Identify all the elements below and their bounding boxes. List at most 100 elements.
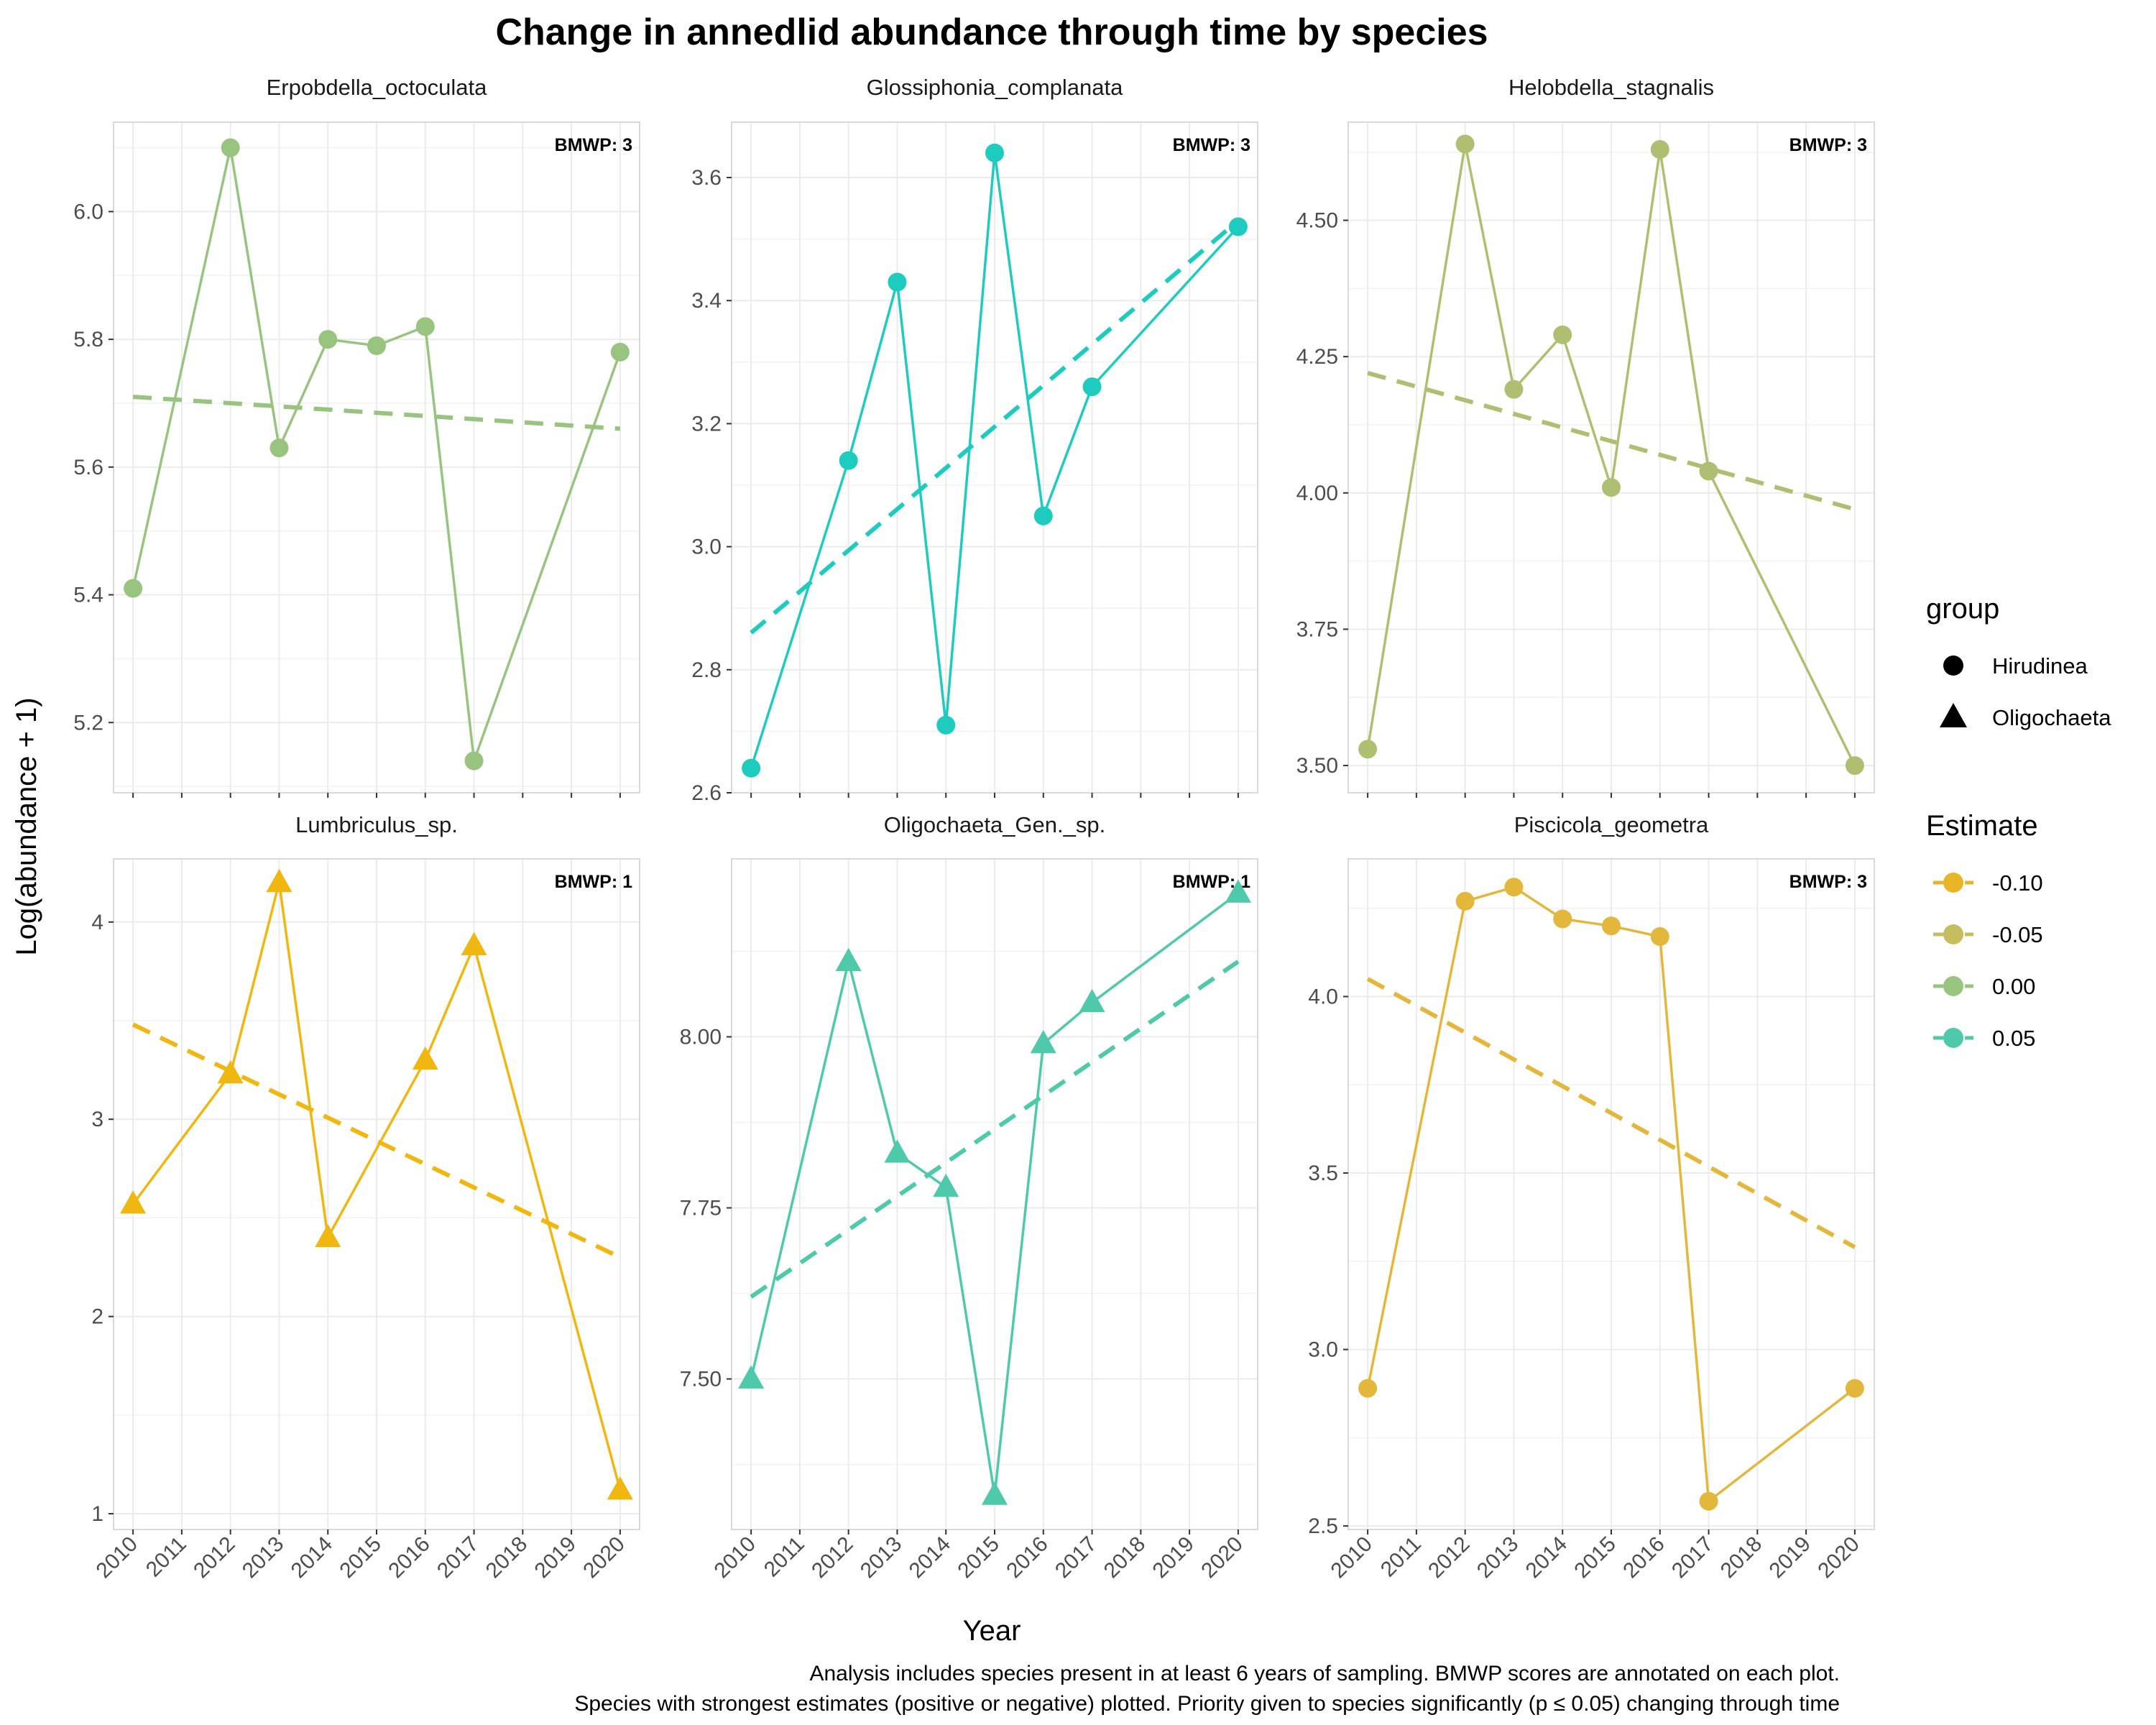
trend-line <box>132 395 621 431</box>
data-point <box>367 336 386 355</box>
x-tick-label: 2012 <box>807 1532 858 1583</box>
data-point <box>1033 506 1053 525</box>
data-point <box>1079 988 1105 1013</box>
x-tick-label: 2012 <box>1424 1532 1475 1583</box>
data-point <box>1358 1379 1378 1398</box>
y-tick-label: 3 <box>91 1108 103 1131</box>
data-point <box>1553 909 1572 929</box>
x-tick-label: 2011 <box>142 1532 191 1582</box>
y-tick-label: 3.0 <box>1308 1338 1338 1362</box>
trend-line <box>750 960 1240 1299</box>
data-point <box>884 1139 911 1163</box>
data-point <box>981 1481 1008 1505</box>
data-point <box>835 947 862 972</box>
data-point <box>1650 927 1669 947</box>
bmwp-annotation: BMWP: 3 <box>555 135 632 155</box>
x-tick-label: 2013 <box>1473 1532 1524 1583</box>
series-line <box>1366 144 1856 766</box>
y-tick-label: 2 <box>91 1305 103 1329</box>
facet-panel-4: 7.50 7.75 8.00 2010201120122013201420152016… <box>680 812 1258 1583</box>
data-point <box>1602 478 1621 497</box>
trend-line <box>1366 977 1856 1249</box>
data-point <box>1650 139 1669 159</box>
data-point <box>742 758 761 778</box>
x-tick-label: 2020 <box>1813 1532 1864 1583</box>
trend-line <box>1367 371 1856 512</box>
data-point <box>1504 878 1524 897</box>
y-tick-label: 3.0 <box>691 535 722 559</box>
legend-estimate-label: -0.10 <box>1992 870 2043 896</box>
x-tick-label: 2013 <box>856 1532 907 1583</box>
x-tick-label: 2017 <box>1667 1532 1718 1583</box>
data-point <box>738 1365 765 1389</box>
x-tick-label: 2018 <box>482 1532 533 1583</box>
legend: group Hirudinea Oligochaeta Estimate -0.1… <box>1926 593 2111 1051</box>
series-line <box>132 147 622 762</box>
data-point <box>124 579 143 598</box>
y-tick-label: 7.75 <box>680 1197 722 1220</box>
x-tick-label: 2015 <box>335 1532 386 1583</box>
x-tick-label: 2016 <box>384 1532 435 1583</box>
trend-line <box>750 218 1240 635</box>
x-tick-label: 2017 <box>433 1532 484 1583</box>
x-tick-label: 2017 <box>1051 1532 1102 1583</box>
x-tick-label: 2020 <box>579 1532 630 1583</box>
caption-line-2: Species with strongest estimates (positi… <box>574 1692 1840 1716</box>
facet-title: Glossiphonia_complanata <box>867 75 1123 100</box>
bmwp-annotation: BMWP: 3 <box>1789 872 1867 892</box>
y-tick-label: 4.50 <box>1296 209 1338 233</box>
legend-group-items: Hirudinea Oligochaeta <box>1940 653 2111 730</box>
data-point <box>461 932 487 956</box>
data-point <box>415 317 435 336</box>
y-tick-label: 2.5 <box>1308 1514 1338 1538</box>
data-point <box>120 1190 147 1214</box>
legend-group-label: Oligochaeta <box>1992 705 2111 730</box>
data-point <box>1845 756 1864 776</box>
y-tick-label: 1 <box>91 1502 103 1526</box>
x-tick-label: 2019 <box>1148 1532 1199 1583</box>
y-tick-label: 6.0 <box>73 200 103 224</box>
data-point <box>221 138 240 157</box>
y-tick-label: 3.50 <box>1296 754 1338 778</box>
x-tick-label: 2014 <box>1521 1532 1572 1583</box>
x-tick-label: 2010 <box>710 1532 761 1583</box>
x-tick-label: 2010 <box>1327 1532 1378 1583</box>
data-point <box>1082 377 1102 397</box>
legend-estimate-label: 0.00 <box>1992 974 2035 999</box>
x-tick-label: 2014 <box>287 1532 338 1583</box>
bmwp-annotation: BMWP: 3 <box>1789 135 1867 155</box>
data-point <box>610 342 630 362</box>
data-point <box>1845 1379 1864 1398</box>
facet-panel-2: 3.50 3.75 4.00 4.25 4.50 Helobdella_stagnalis… <box>1296 75 1875 798</box>
data-point <box>933 1173 959 1197</box>
data-point <box>1228 217 1248 236</box>
legend-group-title: group <box>1926 593 1999 625</box>
x-tick-label: 2013 <box>238 1532 289 1583</box>
legend-estimate-point <box>1943 976 1963 996</box>
data-point <box>1358 740 1378 759</box>
x-tick-label: 2015 <box>953 1532 1004 1583</box>
bmwp-annotation: BMWP: 1 <box>555 872 632 892</box>
facet-title: Lumbriculus_sp. <box>295 812 458 837</box>
data-point <box>1699 461 1718 481</box>
data-point <box>1455 891 1475 911</box>
y-tick-label: 4 <box>91 911 103 934</box>
y-tick-label: 8.00 <box>680 1026 722 1049</box>
y-tick-label: 3.75 <box>1296 617 1338 641</box>
data-point <box>1030 1030 1056 1054</box>
y-tick-label: 3.4 <box>691 289 722 313</box>
legend-estimate-label: -0.05 <box>1992 922 2043 947</box>
data-point <box>315 1223 341 1248</box>
data-point <box>1225 879 1251 903</box>
y-tick-label: 2.6 <box>691 781 722 805</box>
x-tick-label: 2020 <box>1197 1532 1248 1583</box>
y-tick-label: 4.00 <box>1296 482 1338 505</box>
legend-estimate-point <box>1943 924 1963 944</box>
data-point <box>464 751 484 770</box>
data-point <box>607 1476 633 1500</box>
data-point <box>985 143 1004 162</box>
legend-triangle-icon <box>1940 703 1967 727</box>
x-tick-label: 2018 <box>1716 1532 1767 1583</box>
x-tick-label: 2012 <box>189 1532 240 1583</box>
